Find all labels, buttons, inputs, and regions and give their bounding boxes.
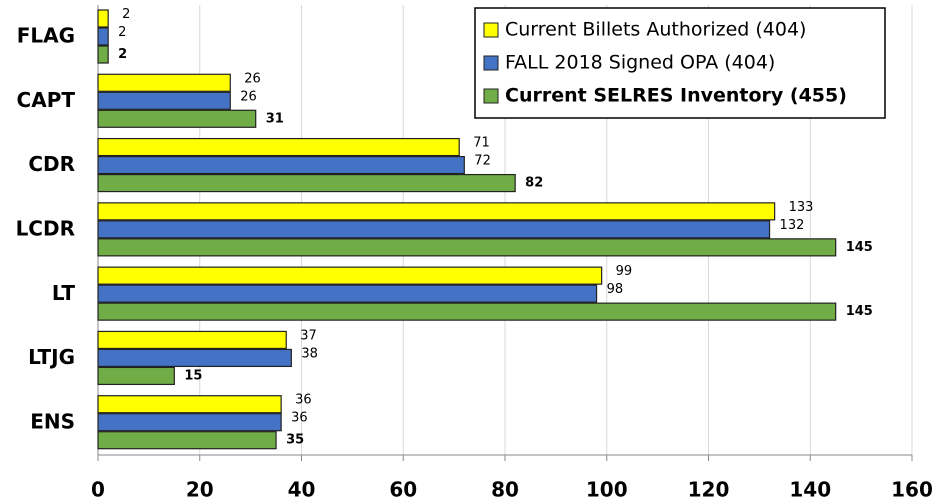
x-tick-label: 40 [288, 478, 316, 502]
data-label: 2 [122, 7, 130, 22]
legend-swatch [483, 22, 499, 38]
bar [97, 413, 282, 432]
data-label: 132 [780, 218, 805, 233]
data-label: 26 [240, 89, 257, 104]
data-label: 82 [525, 176, 543, 191]
data-label: 38 [301, 346, 318, 361]
data-label: 98 [607, 282, 624, 297]
legend-swatch [483, 88, 499, 104]
data-label: 71 [473, 136, 490, 151]
bar [97, 330, 287, 350]
data-label: 35 [286, 433, 304, 448]
data-label: 37 [300, 328, 317, 343]
bar [97, 220, 771, 239]
bar [97, 238, 837, 257]
data-label: 36 [295, 393, 312, 408]
bar [97, 45, 109, 64]
y-tick-label: ENS [30, 409, 75, 433]
data-label: 36 [291, 411, 308, 426]
bar [97, 109, 257, 128]
x-tick-label: 100 [586, 478, 628, 502]
y-tick-label: LT [52, 281, 75, 305]
y-tick-label: FLAG [17, 24, 75, 48]
data-label: 99 [616, 264, 633, 279]
x-tick-label: 160 [891, 478, 933, 502]
x-tick-label: 140 [789, 478, 831, 502]
x-tick-label: 0 [91, 478, 105, 502]
data-label: 26 [244, 71, 261, 86]
legend-box [474, 7, 886, 119]
bar [97, 302, 837, 321]
data-label: 72 [474, 154, 491, 169]
x-tick-label: 20 [186, 478, 214, 502]
legend-label: Current SELRES Inventory (455) [505, 85, 847, 107]
bar [97, 395, 282, 414]
legend-swatch [483, 55, 499, 71]
y-tick-label: CAPT [17, 88, 76, 112]
bar [97, 9, 109, 28]
x-tick-label: 120 [688, 478, 730, 502]
bar [97, 27, 109, 46]
bar [97, 348, 292, 368]
data-label: 145 [846, 304, 873, 319]
data-label: 2 [118, 25, 126, 40]
data-label: 15 [184, 368, 202, 383]
y-tick-label: LCDR [16, 217, 75, 241]
y-tick-label: LTJG [28, 345, 75, 369]
y-tick-label: CDR [28, 152, 75, 176]
bar [97, 266, 603, 285]
data-label: 31 [266, 111, 284, 126]
bar [97, 91, 231, 110]
legend-label: FALL 2018 Signed OPA (404) [505, 52, 775, 74]
bar [97, 284, 598, 303]
data-label: 133 [789, 200, 814, 215]
bar [97, 431, 277, 450]
x-tick-label: 60 [389, 478, 417, 502]
bar [97, 155, 465, 175]
bar [97, 366, 175, 386]
bar [97, 202, 776, 221]
legend-label: Current Billets Authorized (404) [505, 19, 806, 41]
bar [97, 73, 231, 92]
data-label: 145 [846, 240, 873, 255]
bar [97, 173, 516, 193]
data-label: 2 [118, 47, 127, 62]
x-tick-label: 80 [491, 478, 519, 502]
bar [97, 137, 460, 157]
